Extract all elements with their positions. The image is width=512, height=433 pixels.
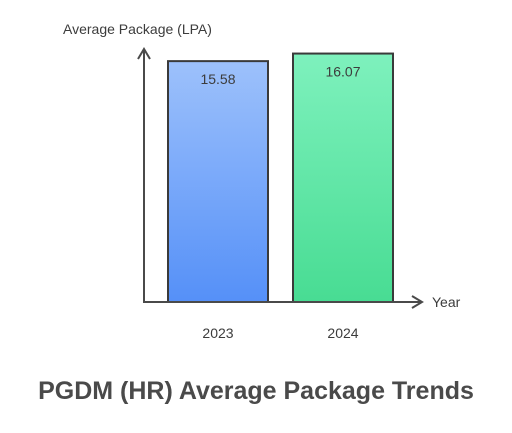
y-axis-arrow	[137, 47, 151, 60]
data-label-2023: 15.58	[200, 71, 235, 87]
y-axis-label: Average Package (LPA)	[63, 21, 212, 37]
bar-2023	[167, 60, 269, 303]
bar-2024	[292, 52, 394, 303]
axes-group	[137, 47, 424, 309]
data-label-2024: 16.07	[325, 64, 360, 80]
chart-title: PGDM (HR) Average Package Trends	[38, 377, 474, 405]
x-tick-labels: 2023 2024	[202, 325, 358, 341]
x-tick-label-2024: 2024	[327, 325, 358, 341]
x-axis-label: Year	[432, 294, 461, 310]
bars-group	[167, 52, 394, 303]
x-axis-arrow	[411, 295, 424, 309]
data-labels: 15.58 16.07	[200, 64, 360, 88]
x-tick-label-2023: 2023	[202, 325, 233, 341]
